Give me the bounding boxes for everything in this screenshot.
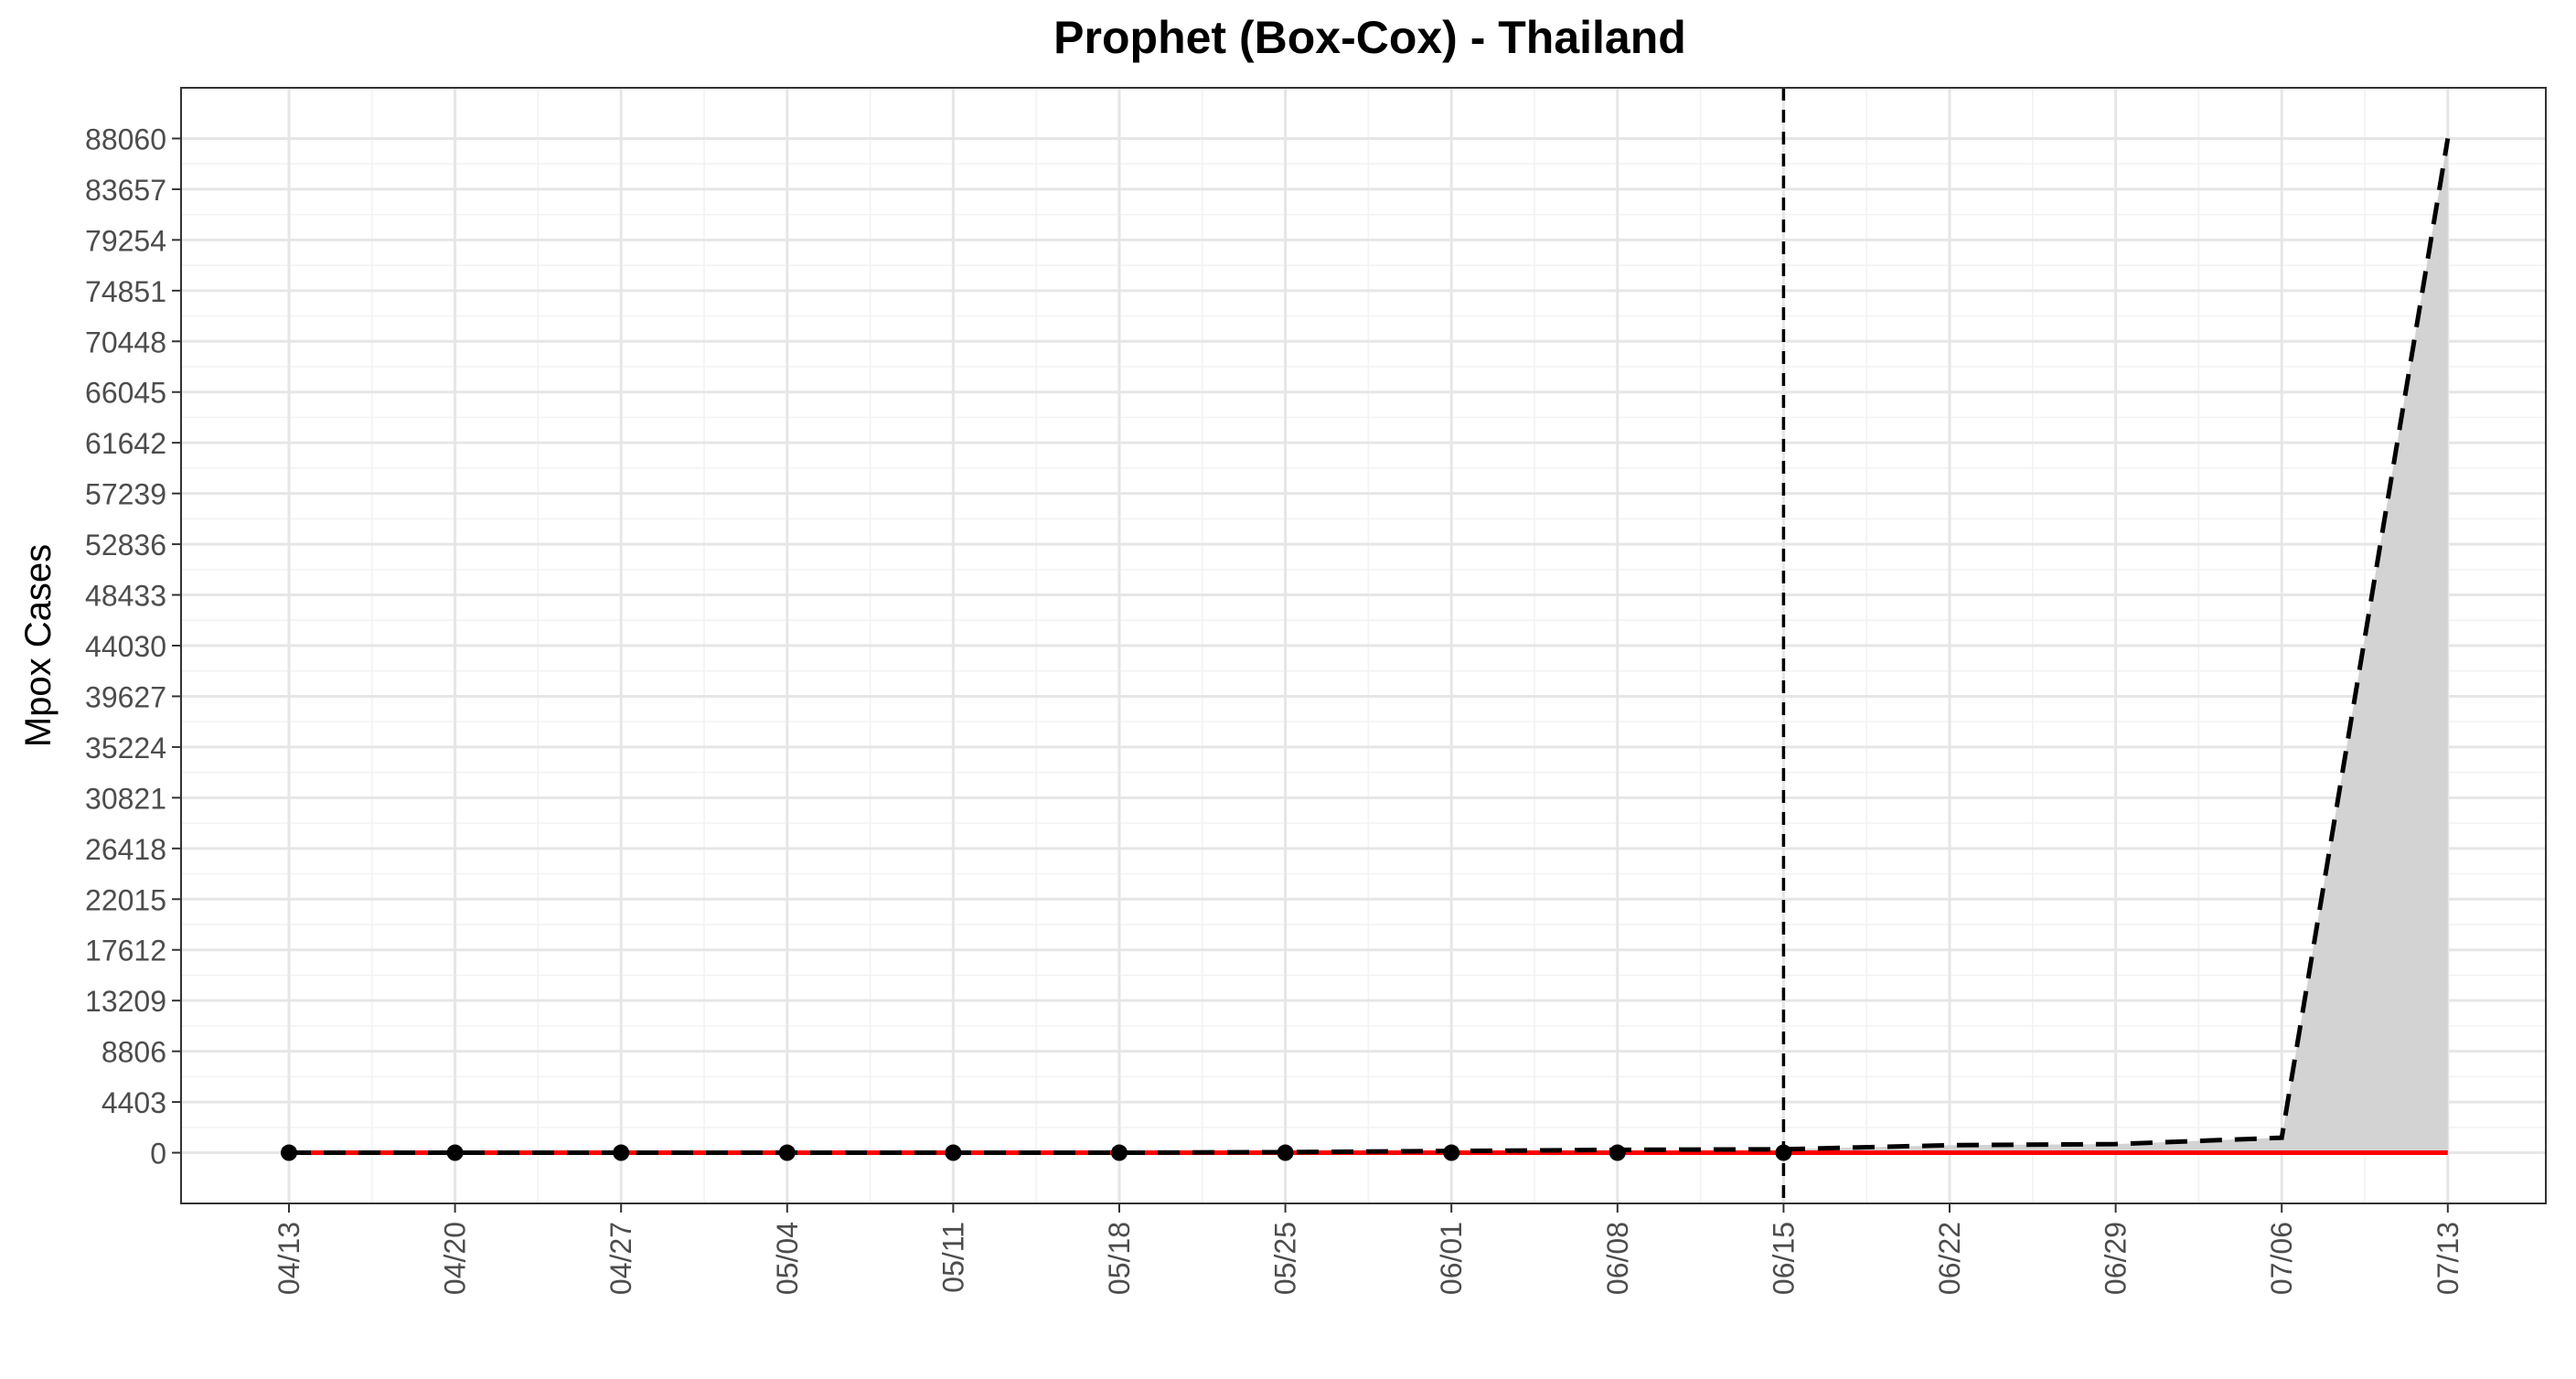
observed-point [1443,1144,1460,1161]
x-tick-label: 04/13 [273,1222,305,1295]
observed-point [446,1144,464,1161]
observed-point [778,1144,796,1161]
chart-title: Prophet (Box-Cox) - Thailand [1053,12,1686,63]
y-tick-label: 74851 [85,275,166,308]
y-tick-label: 88060 [85,123,166,155]
y-tick-label: 30821 [85,782,166,815]
y-tick-label: 70448 [85,326,166,358]
y-tick-label: 83657 [85,174,166,207]
y-tick-label: 22015 [85,883,166,916]
observed-point [1111,1144,1128,1161]
y-tick-label: 66045 [85,377,166,410]
observed-point [281,1144,297,1161]
x-tick-label: 06/29 [2100,1222,2132,1295]
x-tick-label: 05/25 [1269,1222,1302,1295]
y-tick-label: 52836 [85,529,166,561]
x-tick-label: 05/04 [771,1222,804,1295]
y-tick-label: 13209 [85,985,166,1018]
plot-area: 0 4403 8806 13209 17612 22015 26418 30821 35224 3… [85,87,2547,1295]
y-tick-label: 35224 [85,732,166,764]
y-tick-label: 26418 [85,833,166,866]
y-tick-label: 0 [150,1138,166,1171]
observed-point [1609,1144,1626,1161]
x-tick-label: 07/06 [2265,1222,2298,1295]
observed-point [1775,1144,1792,1161]
y-axis-label: Mpox Cases [18,544,59,747]
prediction-interval-band [1783,138,2448,1153]
x-tick-label: 05/11 [936,1222,969,1293]
x-tick-label: 06/01 [1435,1222,1468,1295]
x-tick-label: 06/22 [1933,1222,1966,1295]
x-tick-label: 05/18 [1103,1222,1136,1295]
y-tick-label: 17612 [85,935,166,967]
x-tick-label: 07/13 [2432,1222,2464,1295]
observed-point [613,1144,630,1161]
y-tick-label: 8806 [102,1036,166,1069]
y-tick-label: 79254 [85,224,166,257]
x-tick-label: 04/20 [439,1222,472,1295]
y-tick-label: 4403 [102,1086,166,1119]
x-tick-label: 06/15 [1767,1222,1800,1295]
observed-point [945,1144,962,1161]
x-tick-label: 06/08 [1601,1222,1634,1295]
forecast-dashed-line [289,138,2451,1156]
y-tick-label: 44030 [85,630,166,663]
y-tick-label: 39627 [85,680,166,713]
x-tick-label: 04/27 [604,1222,637,1295]
observed-point [1277,1144,1294,1161]
y-tick-label: 61642 [85,427,166,460]
y-tick-label: 48433 [85,580,166,613]
y-tick-label: 57239 [85,478,166,511]
